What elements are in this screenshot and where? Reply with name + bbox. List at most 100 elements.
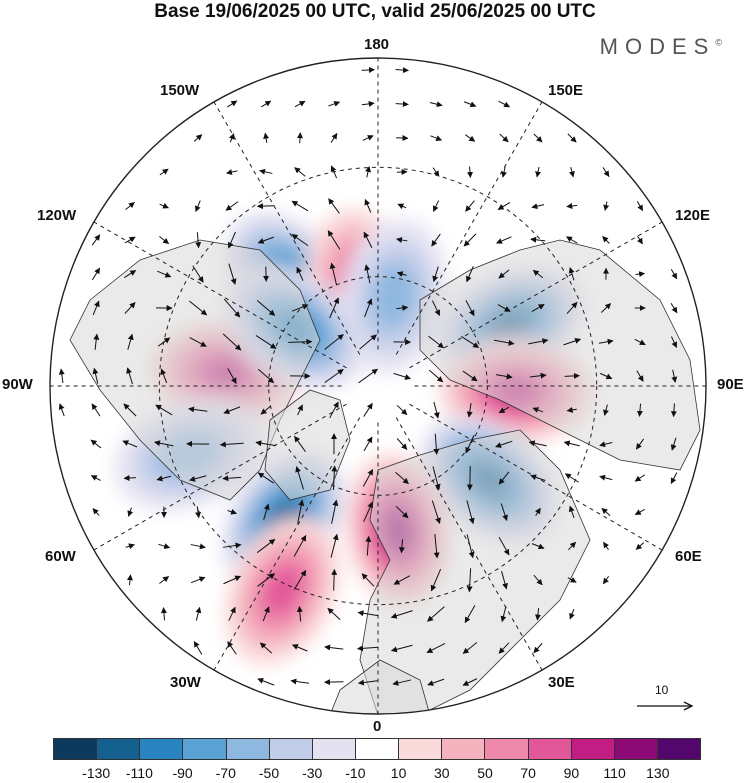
wind-arrow [463, 101, 477, 108]
wind-arrow [193, 641, 203, 655]
wind-arrow [159, 168, 169, 176]
wind-arrow [428, 369, 444, 383]
greenland-land [264, 389, 351, 501]
wind-arrow [464, 134, 476, 142]
wind-arrow [159, 235, 170, 245]
wind-arrow [501, 571, 508, 590]
lon-label-30e: 30E [548, 674, 575, 691]
wind-arrow [188, 406, 208, 413]
wind-arrow [390, 610, 413, 619]
wind-arrow [498, 471, 510, 485]
negative-anomaly [371, 263, 417, 330]
graticule [50, 58, 706, 714]
brand-mark: © [715, 37, 722, 48]
wind-arrow [219, 441, 244, 448]
wind-arrow [329, 262, 338, 285]
wind-arrow [563, 440, 580, 447]
wind-arrow [392, 679, 412, 686]
wind-arrow [127, 333, 134, 350]
chart-title: Base 19/06/2025 00 UTC, valid 25/06/2025… [154, 1, 596, 22]
wind-arrow [122, 440, 138, 448]
wind-arrow [398, 539, 405, 554]
wind-arrow [223, 575, 242, 585]
wind-arrow [602, 575, 610, 585]
wind-arrow [154, 440, 174, 447]
wind-arrow [358, 368, 379, 384]
wind-arrow [327, 230, 341, 250]
wind-arrow [433, 433, 440, 455]
wind-arrow [91, 267, 101, 281]
wind-arrow [430, 569, 442, 592]
wind-arrow [159, 202, 169, 209]
wind-arrow [257, 472, 275, 484]
wind-arrow [635, 542, 645, 550]
wind-arrow [331, 568, 338, 591]
colorbar-swatch [97, 739, 141, 759]
wind-arrow [636, 201, 644, 212]
wind-arrow [125, 201, 135, 211]
wind-arrow [396, 404, 408, 416]
map-boundary [49, 57, 707, 715]
wind-arrow [528, 338, 549, 345]
wind-arrow [432, 466, 441, 491]
colorbar-swatch [226, 739, 270, 759]
wind-arrow [563, 338, 582, 346]
colorbar-tick-label: -10 [345, 765, 366, 781]
wind-arrow [568, 541, 577, 551]
wind-arrow [430, 135, 443, 141]
wind-arrow [466, 534, 475, 559]
colorbar-tick-label: 10 [390, 765, 407, 781]
wind-arrow [393, 575, 411, 585]
wind-arrow [670, 336, 678, 348]
wind-arrow [431, 500, 441, 524]
wind-arrow [396, 438, 408, 450]
land-masses [69, 239, 701, 714]
colorbar-tick-label: -130 [82, 765, 111, 781]
wind-arrow [356, 645, 379, 652]
wind-arrow [568, 167, 575, 178]
wind-arrow [290, 678, 310, 685]
wind-arrow [329, 401, 339, 419]
wind-arrow [601, 507, 611, 517]
wind-arrow [124, 270, 137, 278]
wind-arrow [567, 133, 577, 143]
wind-arrow [158, 543, 171, 549]
wind-arrow [362, 135, 374, 141]
wind-arrow [500, 503, 508, 522]
wind-arrow [566, 406, 577, 413]
wind-arrow [228, 606, 236, 621]
wind-arrow [431, 233, 441, 247]
wind-arrow [294, 435, 306, 452]
wind-arrow [533, 574, 543, 586]
wind-arrow [432, 200, 440, 212]
wind-arrow [396, 271, 407, 278]
wind-arrow [531, 543, 545, 550]
colorbar-swatch [355, 739, 400, 759]
wind-arrow [528, 440, 547, 447]
wind-arrow [497, 304, 511, 312]
wind-arrow [257, 677, 275, 686]
wind-arrow [255, 440, 277, 447]
wind-arrow [532, 407, 544, 413]
wind-arrow [228, 133, 235, 143]
wind-arrow [225, 169, 238, 175]
wind-vectors [58, 66, 678, 686]
wind-arrow [534, 507, 541, 517]
lon-label-150e: 150E [548, 82, 584, 99]
wind-arrow [495, 440, 513, 448]
wind-arrow [256, 300, 276, 316]
wind-arrow [495, 373, 513, 380]
wind-arrow [257, 236, 274, 244]
wind-arrow [195, 606, 202, 621]
wind-arrow [465, 300, 475, 317]
wind-arrow [599, 372, 613, 380]
wind-arrow [228, 263, 237, 285]
wind-arrow [670, 437, 677, 451]
eurasia-land [359, 429, 591, 714]
vector-reference-label: 10 [655, 683, 669, 697]
wind-arrow [432, 167, 440, 177]
colorbar-tick-label: -70 [215, 765, 236, 781]
colorbar-tick-label: 130 [646, 765, 670, 781]
colorbar-tick-label: 110 [603, 765, 626, 781]
wind-arrow [363, 231, 373, 249]
